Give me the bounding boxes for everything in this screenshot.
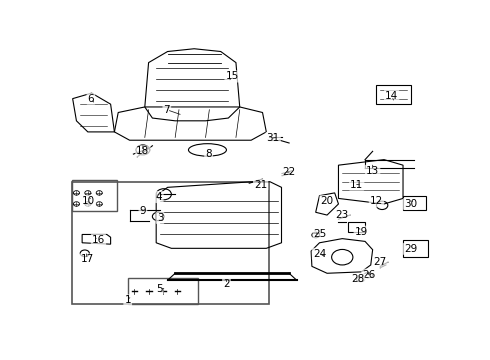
Text: 9: 9	[140, 206, 146, 216]
Text: 28: 28	[351, 274, 364, 284]
Text: 23: 23	[336, 210, 349, 220]
Text: 4: 4	[156, 192, 163, 202]
Text: 29: 29	[404, 244, 417, 254]
Text: 30: 30	[404, 199, 417, 209]
Text: 25: 25	[314, 229, 327, 239]
Text: 27: 27	[373, 257, 387, 267]
Text: 6: 6	[88, 94, 94, 104]
Text: 10: 10	[82, 196, 95, 206]
Text: 21: 21	[254, 180, 267, 190]
Text: 5: 5	[156, 284, 163, 293]
Text: 22: 22	[282, 167, 296, 177]
Text: 24: 24	[313, 249, 326, 259]
Text: 20: 20	[320, 196, 334, 206]
Text: 13: 13	[366, 166, 379, 176]
Text: 2: 2	[223, 279, 230, 289]
Text: 14: 14	[385, 91, 398, 101]
Text: 12: 12	[370, 196, 383, 206]
Text: 17: 17	[80, 255, 94, 264]
Text: 16: 16	[92, 235, 105, 245]
Text: 26: 26	[362, 270, 375, 280]
Text: 7: 7	[164, 105, 170, 115]
Text: 3: 3	[157, 213, 163, 223]
Text: 11: 11	[350, 180, 363, 190]
Text: 15: 15	[225, 72, 239, 81]
Text: 18: 18	[136, 146, 149, 156]
Text: 1: 1	[124, 296, 131, 305]
Text: 19: 19	[355, 227, 368, 237]
Text: 31: 31	[267, 133, 280, 143]
Text: 8: 8	[205, 149, 212, 159]
